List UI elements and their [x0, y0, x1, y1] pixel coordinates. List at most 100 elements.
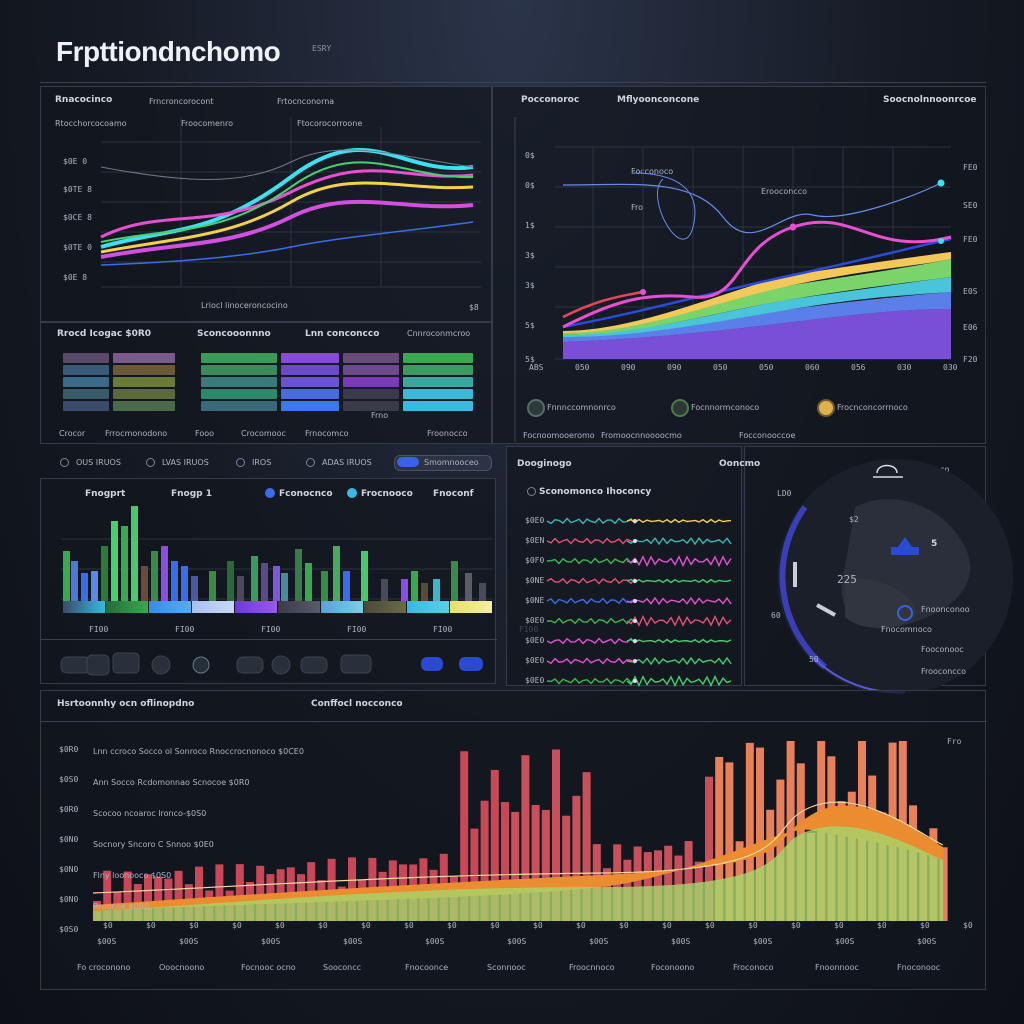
gauge-value: 225	[837, 573, 857, 586]
table-cell	[201, 401, 277, 411]
table-cell	[281, 377, 339, 387]
chart-annotation: Erooconcco	[761, 187, 808, 196]
bar	[411, 571, 418, 601]
history-bar	[705, 776, 713, 921]
y-axis-label: $0TE 8	[63, 185, 92, 194]
table-cell	[403, 401, 473, 411]
bar	[191, 576, 198, 601]
wave-marker	[633, 519, 637, 523]
option-label[interactable]: OUS IRUOS	[76, 458, 121, 467]
history-bar	[654, 850, 662, 921]
wave-row-label: $0EN	[525, 536, 545, 545]
color-swatch	[450, 601, 492, 613]
legend-label: Frocnconcorrnoco	[837, 403, 908, 412]
x-axis-label: 090	[621, 363, 636, 372]
info-line: Rroocne $0R0	[93, 902, 150, 911]
bar	[63, 551, 70, 601]
x-axis-label: $0	[103, 921, 113, 930]
selected-toggle[interactable]	[394, 455, 492, 471]
history-bar	[786, 741, 795, 921]
trend-band-green	[93, 826, 943, 921]
bar	[121, 526, 128, 601]
history-bar	[480, 800, 489, 921]
footer-label: Foconoono	[651, 963, 695, 972]
bar	[295, 549, 302, 601]
gauge-top-value: $2	[849, 515, 859, 524]
bar	[273, 566, 280, 601]
gauge-dial	[777, 459, 1013, 695]
bar	[281, 573, 288, 601]
history-bar	[174, 870, 183, 921]
option-label[interactable]: LVAS IRUOS	[162, 458, 209, 467]
history-bar	[490, 769, 499, 921]
table-header: Cnnroconmcroo	[407, 329, 471, 338]
panel-title: Rnacocinco	[55, 95, 113, 105]
y-axis-label: $0S0	[59, 775, 79, 784]
series-label: Rtocchorcocoamo	[55, 119, 127, 128]
bar	[361, 551, 368, 601]
panel-title: Hsrtoonnhy ocn oflinopdno	[57, 699, 195, 709]
bar-panel: Fnogprt Fnogp 1 Fconocnco Frocnooco Fnoc…	[40, 478, 538, 684]
table-footer: Crocomooc	[241, 429, 286, 438]
legend-item	[817, 399, 835, 417]
history-bar	[123, 871, 132, 921]
option-radio[interactable]	[60, 458, 69, 467]
table-panel: Rrocd Icogac $0R0 Sconcooonnno Lnn conco…	[40, 322, 492, 444]
table-cell	[113, 353, 175, 363]
option-radio[interactable]	[236, 458, 245, 467]
x-axis-label: $00S	[753, 937, 773, 946]
x-axis-label: $0	[662, 921, 672, 930]
gauge-side-label: Fooconooc	[921, 645, 964, 654]
table-cell	[63, 353, 109, 363]
panel-subtitle-a: Frncroncorocont	[149, 97, 214, 106]
legend-radio[interactable]	[527, 487, 536, 496]
wave-line	[546, 577, 636, 585]
color-swatch	[106, 601, 148, 613]
color-swatch	[149, 601, 191, 613]
area-yellow	[563, 252, 951, 333]
x-axis-title: Lriocl linoceroncocino	[201, 301, 288, 310]
right-axis-label: E06	[963, 323, 978, 332]
bar	[131, 506, 138, 601]
option-label[interactable]: IROS	[252, 458, 272, 467]
x-axis-label: $00S	[261, 937, 281, 946]
gauge-left-label: LD0	[777, 489, 792, 498]
panel-divider	[41, 721, 987, 722]
wave-line	[546, 617, 636, 625]
series-line-green	[100, 161, 474, 243]
y-axis-label: $0N0	[59, 835, 79, 844]
wave-line	[626, 596, 732, 606]
series-line-magenta	[100, 199, 474, 259]
x-axis-label: $0	[490, 921, 500, 930]
legend-label: Sconomonco Ihoconcy	[539, 487, 652, 497]
bar	[171, 561, 178, 601]
right-axis-label: E0S	[963, 287, 978, 296]
bar	[81, 573, 88, 601]
wave-marker	[633, 579, 637, 583]
history-bar	[470, 828, 479, 921]
table-footer: Frnocomco	[305, 429, 349, 438]
x-axis-label: 050	[713, 363, 728, 372]
option-radio[interactable]	[306, 458, 315, 467]
table-cell	[201, 365, 277, 375]
table-footer: Frrocmonodono	[105, 429, 168, 438]
color-swatch	[63, 601, 105, 613]
table-cell	[343, 365, 399, 375]
bar	[433, 579, 440, 601]
y-axis-label: 5$	[525, 321, 535, 330]
color-swatch	[235, 601, 277, 613]
x-axis-label: $0	[619, 921, 629, 930]
history-bar	[715, 756, 724, 921]
wave-line	[546, 597, 636, 605]
y-axis-label: 0$	[525, 181, 535, 190]
history-panel: Hsrtoonnhy ocn oflinopdno Conffocl nocco…	[40, 690, 987, 990]
color-swatch	[192, 601, 234, 613]
option-label[interactable]: ADAS IRUOS	[322, 458, 372, 467]
line-red	[562, 290, 644, 319]
wave-line	[546, 537, 636, 545]
legend-label: Fconocnco	[279, 489, 333, 499]
y-axis-label: $0S0	[59, 925, 79, 934]
option-radio[interactable]	[146, 458, 155, 467]
panel-side-title: Soocnolnnoonrcoe	[883, 95, 977, 105]
x-axis-label: $0	[447, 921, 457, 930]
